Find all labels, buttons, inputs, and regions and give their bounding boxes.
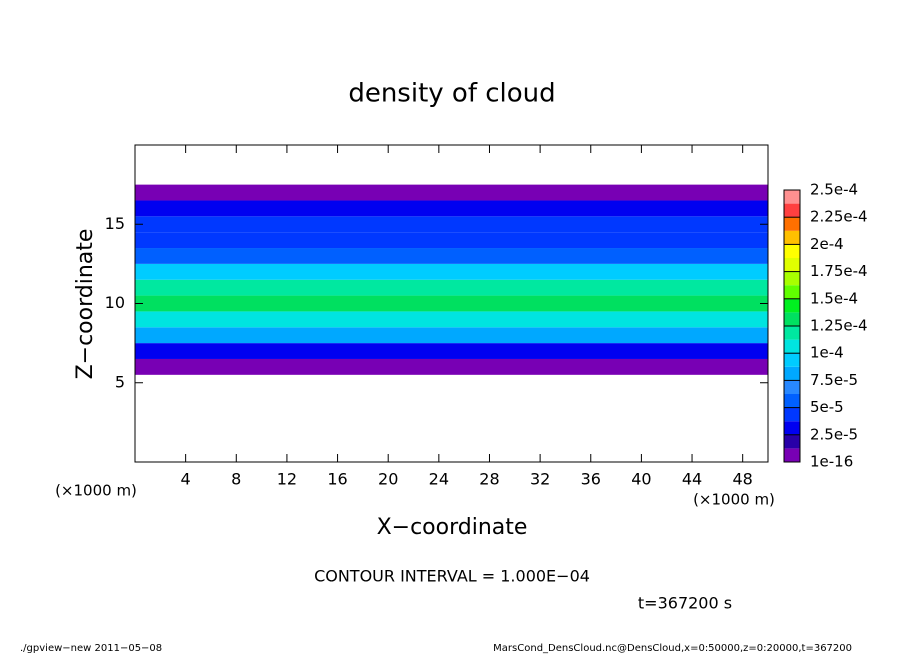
density-band <box>135 200 768 217</box>
colorbar-label: 1e-4 <box>810 344 844 362</box>
density-band <box>135 311 768 328</box>
y-unit: (×1000 m) <box>55 482 137 500</box>
colorbar-swatch <box>784 230 800 245</box>
density-band <box>135 248 768 264</box>
x-tick-label: 40 <box>631 470 651 489</box>
y-tick-label: 5 <box>115 372 125 391</box>
colorbar-label: 5e-5 <box>810 398 844 416</box>
density-band <box>135 358 768 375</box>
footer-right: MarsCond_DensCloud.nc@DensCloud,x=0:5000… <box>493 643 852 654</box>
y-tick-label: 10 <box>105 293 125 312</box>
colorbar-label: 1.75e-4 <box>810 262 868 280</box>
density-band <box>135 263 768 280</box>
x-tick-label: 36 <box>581 470 601 489</box>
colorbar-swatch <box>784 298 800 313</box>
footer-left: ./gpview−new 2011−05−08 <box>20 643 162 654</box>
colorbar-label: 2.5e-4 <box>810 181 858 199</box>
colorbar-swatch <box>784 407 800 422</box>
density-band <box>135 343 768 359</box>
x-tick-label: 24 <box>429 470 449 489</box>
colorbar-swatch <box>784 366 800 381</box>
colorbar-swatch <box>784 203 800 218</box>
colorbar-label: 1e-16 <box>810 453 853 471</box>
colorbar-swatch <box>784 339 800 354</box>
colorbar-label: 2.5e-5 <box>810 425 858 443</box>
x-tick-label: 4 <box>181 470 191 489</box>
x-tick-label: 28 <box>479 470 499 489</box>
colorbar-label: 2e-4 <box>810 235 844 253</box>
density-band <box>135 184 768 201</box>
colorbar-label: 1.25e-4 <box>810 317 868 335</box>
x-tick-label: 32 <box>530 470 550 489</box>
chart-title: density of cloud <box>348 79 555 109</box>
colorbar-swatch <box>784 244 800 258</box>
density-band <box>135 232 768 249</box>
colorbar-label: 2.25e-4 <box>810 208 868 226</box>
colorbar-label: 7.5e-5 <box>810 371 858 389</box>
colorbar-swatch <box>784 434 800 449</box>
colorbar-swatch <box>784 258 800 272</box>
colorbar-label: 1.5e-4 <box>810 289 858 307</box>
colorbar-swatch <box>784 285 800 299</box>
x-tick-label: 12 <box>277 470 297 489</box>
time-note: t=367200 s <box>638 594 732 613</box>
x-tick-label: 16 <box>327 470 347 489</box>
colorbar-swatch <box>784 394 800 408</box>
x-tick-label: 8 <box>231 470 241 489</box>
colorbar-swatch <box>784 312 800 326</box>
density-band <box>135 295 768 312</box>
colorbar-swatch <box>784 448 800 462</box>
x-tick-label: 48 <box>733 470 753 489</box>
density-band <box>135 327 768 344</box>
colorbar-swatch <box>784 421 800 435</box>
colorbar-swatch <box>784 380 800 394</box>
x-tick-label: 44 <box>682 470 702 489</box>
density-band <box>135 279 768 296</box>
colorbar-swatch <box>784 271 800 286</box>
colorbar-swatch <box>784 353 800 367</box>
x-tick-label: 20 <box>378 470 398 489</box>
y-tick-label: 15 <box>105 214 125 233</box>
x-axis-title: X−coordinate <box>377 515 528 540</box>
colorbar-swatch <box>784 217 800 231</box>
contour-note: CONTOUR INTERVAL = 1.000E−04 <box>314 567 590 586</box>
colorbar-swatch <box>784 326 800 340</box>
colorbar-swatch <box>784 190 800 204</box>
y-axis-title: Z−coordinate <box>73 229 98 380</box>
x-unit: (×1000 m) <box>693 491 775 509</box>
density-band <box>135 216 768 233</box>
